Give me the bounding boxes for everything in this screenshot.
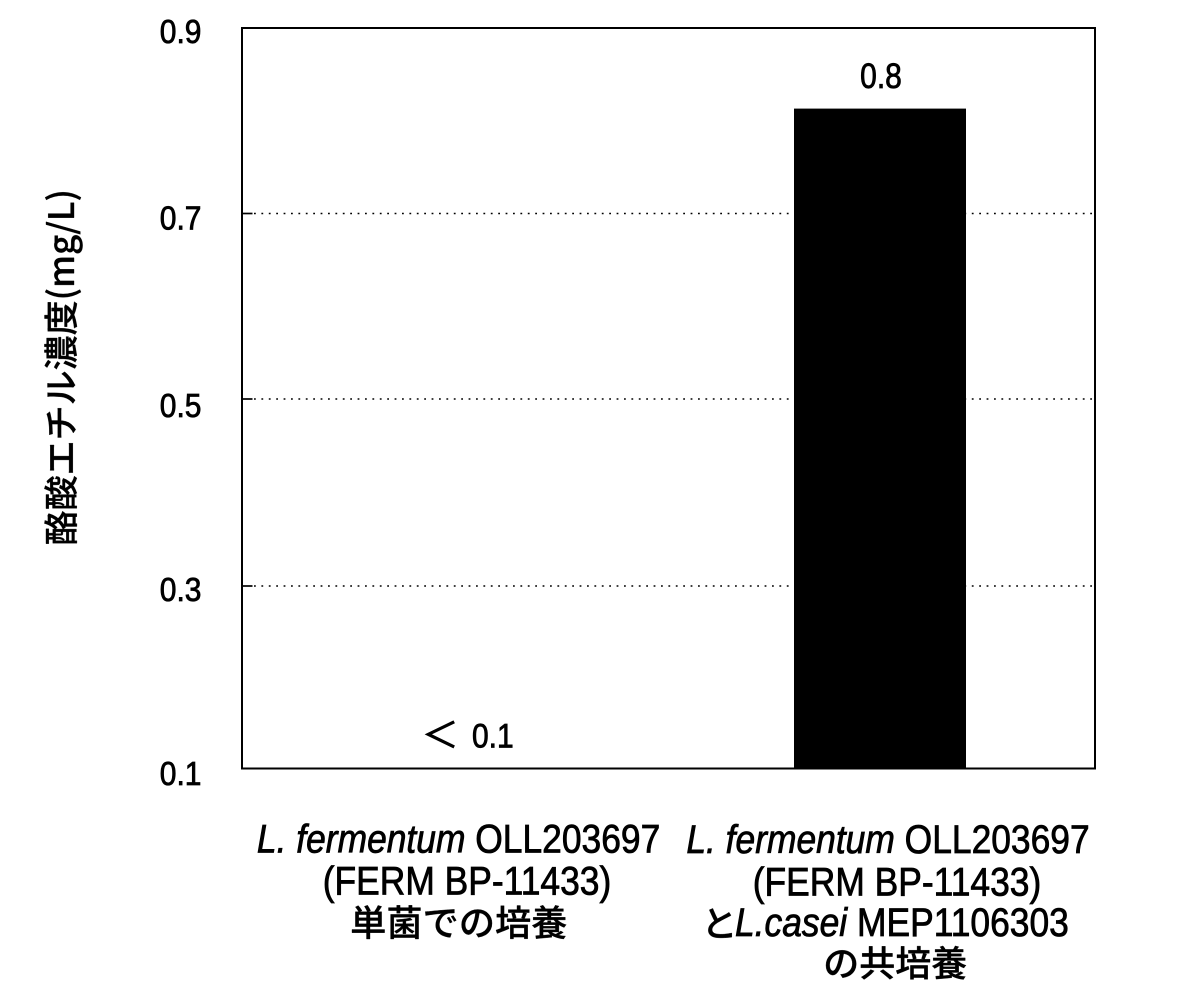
svg-text:0.7: 0.7 xyxy=(160,199,202,237)
svg-text:0.8: 0.8 xyxy=(860,57,902,96)
svg-text:0.9: 0.9 xyxy=(160,12,202,50)
svg-text:0.3: 0.3 xyxy=(160,570,202,608)
svg-text:0.1: 0.1 xyxy=(160,754,202,792)
svg-text:0.5: 0.5 xyxy=(160,386,202,424)
svg-text:L.casei MEP1106303: L.casei MEP1106303 xyxy=(735,901,1069,945)
svg-text:L. fermentum OLL203697: L. fermentum OLL203697 xyxy=(257,818,660,862)
svg-text:L. fermentum OLL203697: L. fermentum OLL203697 xyxy=(686,818,1089,862)
svg-text:0.1: 0.1 xyxy=(472,717,514,755)
svg-text:(FERM BP-11433): (FERM BP-11433) xyxy=(753,861,1041,905)
svg-text:(FERM BP-11433): (FERM BP-11433) xyxy=(323,860,611,904)
